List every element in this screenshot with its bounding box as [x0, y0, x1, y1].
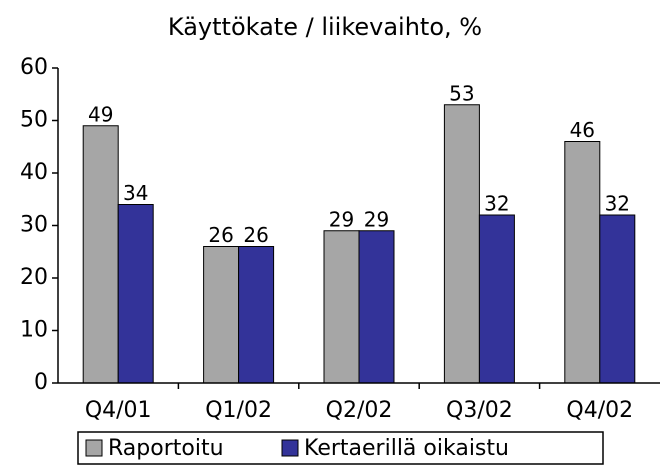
data-label: 32 [605, 192, 630, 216]
bar [599, 214, 636, 384]
y-tick-label: 40 [20, 160, 48, 185]
y-tick-label: 60 [20, 55, 48, 80]
x-tick-label: Q4/01 [85, 398, 152, 423]
data-label: 49 [88, 102, 113, 126]
y-tick-label: 50 [20, 108, 48, 133]
x-tick-label: Q3/02 [446, 398, 513, 423]
data-label: 26 [208, 223, 233, 247]
bar [564, 141, 601, 384]
legend-swatch [281, 439, 299, 457]
bar [117, 204, 154, 384]
legend-label: Raportoitu [108, 436, 224, 461]
data-label: 29 [329, 207, 354, 231]
legend-swatch [85, 439, 103, 457]
data-label: 34 [123, 181, 148, 205]
legend-label: Kertaerillä oikaistu [304, 436, 509, 461]
y-tick-label: 0 [34, 370, 48, 395]
chart-title: Käyttökate / liikevaihto, % [168, 13, 482, 41]
x-tick-label: Q4/02 [566, 398, 633, 423]
data-label: 26 [243, 223, 268, 247]
bar [323, 230, 360, 384]
bar [203, 246, 240, 384]
bar [478, 214, 515, 384]
bar [238, 246, 275, 384]
y-tick-label: 20 [20, 265, 48, 290]
bar [358, 230, 395, 384]
x-tick-label: Q2/02 [326, 398, 393, 423]
legend-box [77, 431, 604, 465]
y-tick-label: 10 [20, 318, 48, 343]
bar [443, 104, 480, 384]
x-tick-label: Q1/02 [205, 398, 272, 423]
data-label: 53 [449, 81, 474, 105]
y-tick-label: 30 [20, 213, 48, 238]
data-label: 32 [484, 192, 509, 216]
bar [82, 125, 119, 384]
data-label: 29 [364, 207, 389, 231]
data-label: 46 [570, 118, 595, 142]
